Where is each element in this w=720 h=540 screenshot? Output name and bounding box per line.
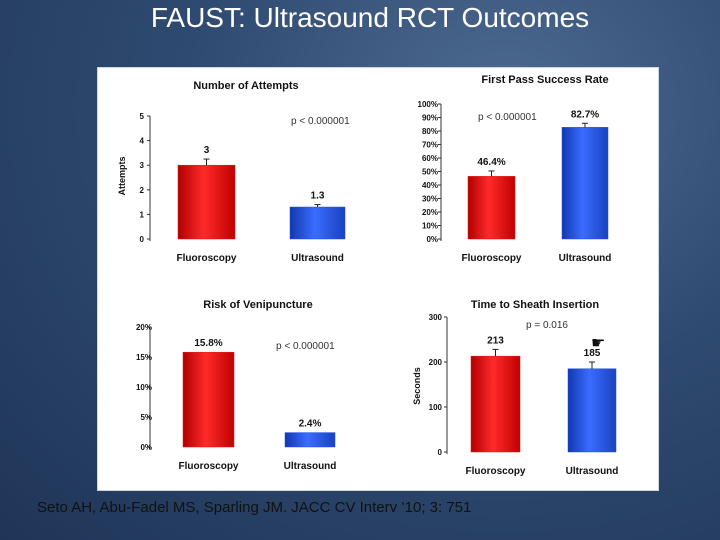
chart2-tick-label: 40% xyxy=(422,181,438,190)
chart4-title: Time to Sheath Insertion xyxy=(471,299,599,311)
chart2-value-label: 82.7% xyxy=(571,109,599,120)
chart3-p-value: p < 0.000001 xyxy=(276,341,335,352)
chart4-tick-label: 0 xyxy=(438,448,443,457)
chart1-tick-label: 1 xyxy=(140,210,145,219)
chart2-value-label: 46.4% xyxy=(477,157,505,168)
chart2-category-label: Fluoroscopy xyxy=(461,253,521,264)
chart3-tick-label: 0% xyxy=(140,443,152,452)
chart1-tick-label: 2 xyxy=(140,186,145,195)
chart3-tick-label: 5% xyxy=(140,413,152,422)
chart3-value-label: 15.8% xyxy=(194,338,222,349)
chart1-tick-label: 5 xyxy=(140,112,145,121)
chart1-title: Number of Attempts xyxy=(193,80,298,92)
chart1-tick-label: 4 xyxy=(140,137,145,146)
chart4-category-label: Ultrasound xyxy=(566,466,619,477)
chart4-category-label: Fluoroscopy xyxy=(465,466,525,477)
pointer-hand-icon: ☛ xyxy=(591,335,606,352)
chart2-p-value: p < 0.000001 xyxy=(478,112,537,123)
chart1-category-label: Ultrasound xyxy=(291,253,344,264)
chart1-tick-label: 3 xyxy=(140,161,145,170)
chart2-tick-label: 0% xyxy=(426,235,438,244)
chart3-tick-label: 10% xyxy=(136,383,152,392)
charts-panel: Number of Attempts 0 1 2 3 4 5 Attempts 3 Fluoros… xyxy=(98,68,658,490)
chart3-bar-fluoroscopy xyxy=(182,351,235,448)
chart2-tick-label: 20% xyxy=(422,208,438,217)
chart2-tick-label: 60% xyxy=(422,154,438,163)
charts-svg: Number of Attempts 0 1 2 3 4 5 Attempts 3 Fluoros… xyxy=(117,74,619,477)
chart2-tick-label: 10% xyxy=(422,222,438,231)
chart1-y-label: Attempts xyxy=(117,156,127,195)
chart2-tick-label: 50% xyxy=(422,168,438,177)
chart2-tick-label: 30% xyxy=(422,195,438,204)
chart2-tick-label: 90% xyxy=(422,114,438,123)
chart3-category-label: Ultrasound xyxy=(284,461,337,472)
chart4-value-label: 185 xyxy=(584,348,601,359)
chart1-category-label: Fluoroscopy xyxy=(176,253,236,264)
chart4-y-label: Seconds xyxy=(412,367,422,405)
chart1-tick-label: 0 xyxy=(140,235,145,244)
chart3-value-label: 2.4% xyxy=(299,419,322,430)
chart1-bar-fluoroscopy xyxy=(177,164,236,240)
chart2-category-label: Ultrasound xyxy=(559,253,612,264)
chart3-tick-label: 20% xyxy=(136,323,152,332)
chart4-p-value: p = 0.016 xyxy=(526,320,568,331)
chart3-tick-label: 15% xyxy=(136,353,152,362)
slide-title: FAUST: Ultrasound RCT Outcomes xyxy=(150,2,590,33)
chart2-tick-label: 70% xyxy=(422,141,438,150)
chart3-title: Risk of Venipuncture xyxy=(203,299,312,311)
chart1-value-label: 1.3 xyxy=(311,191,325,202)
chart3-category-label: Fluoroscopy xyxy=(178,461,238,472)
chart3-bar-ultrasound xyxy=(284,432,336,448)
chart2-title: First Pass Success Rate xyxy=(481,74,608,86)
chart4-tick-label: 100 xyxy=(429,403,443,412)
chart4-tick-label: 200 xyxy=(429,358,443,367)
chart1-bar-ultrasound xyxy=(289,206,346,240)
chart2-bar-fluoroscopy xyxy=(467,176,516,240)
citation: Seto AH, Abu-Fadel MS, Sparling JM. JACC… xyxy=(37,499,472,516)
chart1-value-label: 3 xyxy=(204,145,210,156)
chart2-tick-label: 80% xyxy=(422,127,438,136)
chart4-value-label: 213 xyxy=(487,335,504,346)
chart2-bar-ultrasound xyxy=(561,127,609,240)
chart4-bar-ultrasound xyxy=(567,368,617,453)
chart2-tick-label: 100% xyxy=(418,100,438,109)
chart4-tick-label: 300 xyxy=(429,313,443,322)
chart1-p-value: p < 0.000001 xyxy=(291,116,350,127)
chart4-bar-fluoroscopy xyxy=(470,355,521,453)
